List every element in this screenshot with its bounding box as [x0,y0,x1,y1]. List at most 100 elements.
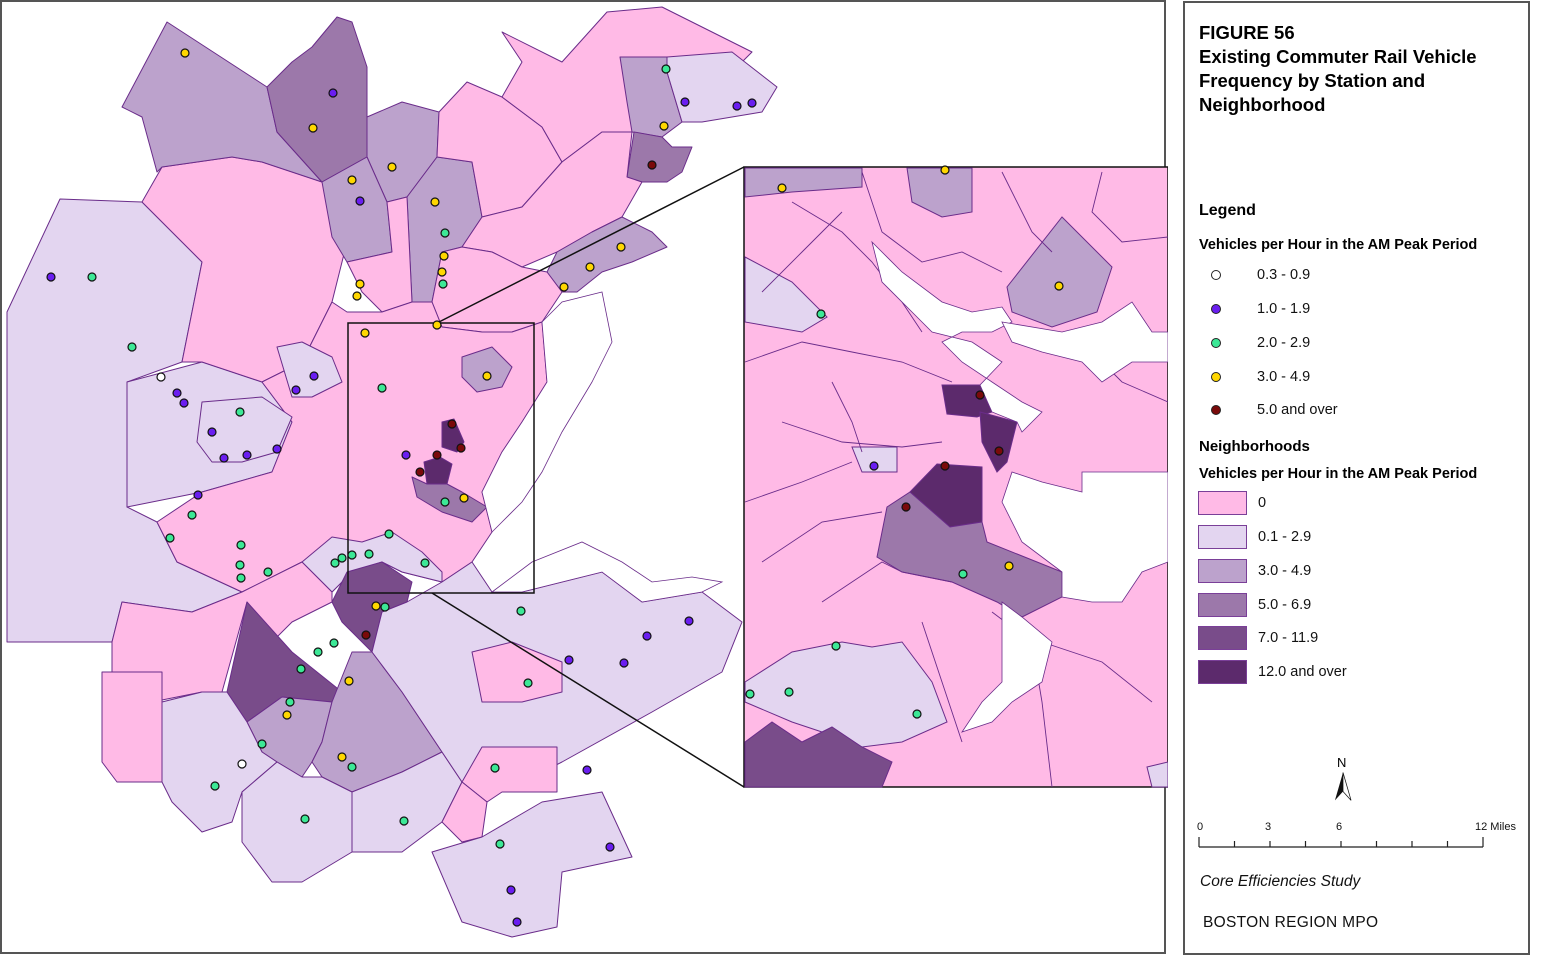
station-point[interactable] [347,175,357,185]
inset-station-point[interactable] [745,689,755,699]
station-point[interactable] [482,371,492,381]
station-point[interactable] [401,450,411,460]
station-point[interactable] [437,267,447,277]
station-point[interactable] [285,697,295,707]
station-point[interactable] [516,606,526,616]
station-point[interactable] [242,450,252,460]
station-point[interactable] [647,160,657,170]
station-point[interactable] [282,710,292,720]
station-point[interactable] [384,529,394,539]
inset-station-point[interactable] [784,687,794,697]
station-point[interactable] [459,493,469,503]
station-point[interactable] [127,342,137,352]
station-point[interactable] [187,510,197,520]
inset-station-point[interactable] [994,446,1004,456]
station-point[interactable] [747,98,757,108]
station-point[interactable] [180,48,190,58]
station-point[interactable] [235,407,245,417]
station-point[interactable] [193,490,203,500]
station-point[interactable] [179,398,189,408]
station-point[interactable] [237,759,247,769]
station-point[interactable] [642,631,652,641]
station-point[interactable] [360,328,370,338]
station-point[interactable] [430,197,440,207]
station-point[interactable] [495,839,505,849]
station-point[interactable] [432,320,442,330]
station-point[interactable] [447,419,457,429]
station-point[interactable] [440,497,450,507]
station-point[interactable] [438,279,448,289]
station-point[interactable] [337,752,347,762]
station-point[interactable] [300,814,310,824]
station-point[interactable] [207,427,217,437]
station-point[interactable] [156,372,166,382]
station-point[interactable] [291,385,301,395]
station-point[interactable] [490,763,500,773]
station-point[interactable] [619,658,629,668]
station-point[interactable] [582,765,592,775]
station-point[interactable] [680,97,690,107]
station-point[interactable] [440,228,450,238]
station-point[interactable] [605,842,615,852]
station-point[interactable] [308,123,318,133]
station-point[interactable] [380,602,390,612]
inset-station-point[interactable] [1054,281,1064,291]
station-point[interactable] [352,291,362,301]
inset-station-point[interactable] [901,502,911,512]
station-point[interactable] [87,272,97,282]
station-point[interactable] [313,647,323,657]
station-point[interactable] [272,444,282,454]
station-point[interactable] [219,453,229,463]
station-point[interactable] [337,553,347,563]
station-point[interactable] [361,630,371,640]
station-point[interactable] [616,242,626,252]
station-point[interactable] [399,816,409,826]
inset-station-point[interactable] [940,165,950,175]
station-point[interactable] [344,676,354,686]
station-point[interactable] [432,450,442,460]
station-point[interactable] [585,262,595,272]
station-point[interactable] [371,601,381,611]
station-point[interactable] [684,616,694,626]
inset-station-point[interactable] [940,461,950,471]
station-point[interactable] [257,739,267,749]
station-point[interactable] [420,558,430,568]
inset-station-point[interactable] [831,641,841,651]
station-point[interactable] [46,272,56,282]
inset-station-point[interactable] [912,709,922,719]
station-point[interactable] [347,762,357,772]
station-point[interactable] [165,533,175,543]
station-point[interactable] [506,885,516,895]
station-point[interactable] [456,443,466,453]
station-point[interactable] [329,638,339,648]
inset-station-point[interactable] [816,309,826,319]
station-point[interactable] [387,162,397,172]
station-point[interactable] [330,558,340,568]
station-point[interactable] [559,282,569,292]
station-point[interactable] [347,550,357,560]
station-point[interactable] [512,917,522,927]
inset-station-point[interactable] [958,569,968,579]
station-point[interactable] [355,279,365,289]
station-point[interactable] [296,664,306,674]
station-point[interactable] [661,64,671,74]
station-point[interactable] [235,560,245,570]
station-point[interactable] [236,540,246,550]
station-point[interactable] [328,88,338,98]
station-point[interactable] [523,678,533,688]
station-point[interactable] [415,467,425,477]
station-point[interactable] [210,781,220,791]
station-point[interactable] [564,655,574,665]
station-point[interactable] [309,371,319,381]
station-point[interactable] [263,567,273,577]
station-point[interactable] [377,383,387,393]
station-point[interactable] [355,196,365,206]
inset-station-point[interactable] [777,183,787,193]
station-point[interactable] [236,573,246,583]
station-point[interactable] [439,251,449,261]
station-point[interactable] [659,121,669,131]
station-point[interactable] [172,388,182,398]
station-point[interactable] [364,549,374,559]
inset-station-point[interactable] [975,390,985,400]
station-point[interactable] [732,101,742,111]
